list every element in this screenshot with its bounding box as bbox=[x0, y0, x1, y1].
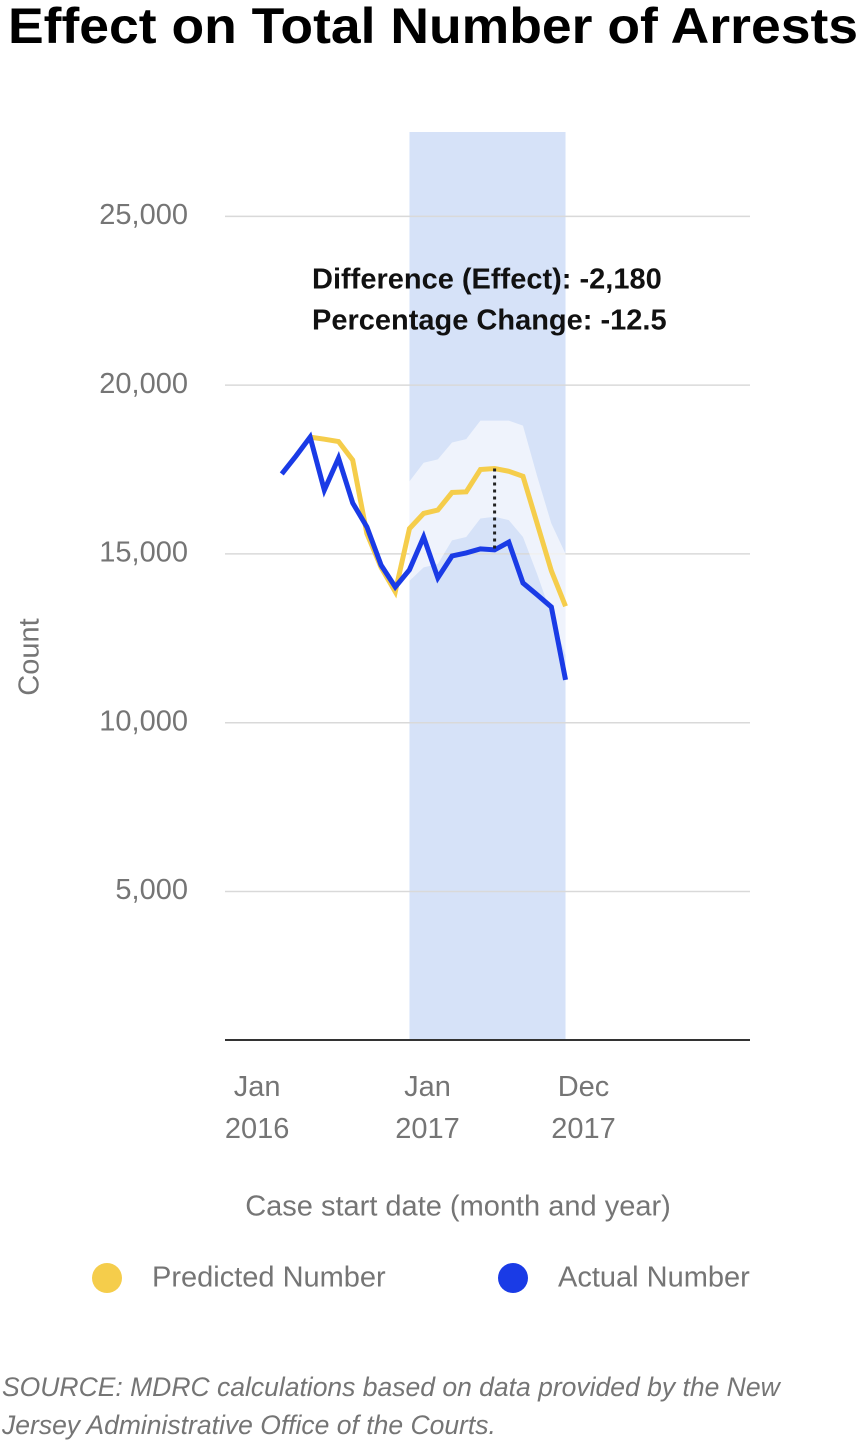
legend-label: Actual Number bbox=[558, 1262, 750, 1294]
x-tick-label: Dec 2017 bbox=[551, 1071, 616, 1145]
y-tick-label: 20,000 bbox=[99, 368, 188, 400]
x-tick-label: Jan 2016 bbox=[224, 1071, 290, 1145]
annotation-text: Percentage Change: -12.5 bbox=[312, 305, 667, 337]
source-note: SOURCE: MDRC calculations based on data … bbox=[2, 1372, 780, 1440]
x-tick-label: Jan 2017 bbox=[395, 1071, 460, 1145]
y-tick-label: 25,000 bbox=[99, 199, 188, 231]
y-axis-title: Count bbox=[14, 618, 46, 695]
confidence-band bbox=[409, 420, 566, 656]
y-tick-label: 15,000 bbox=[99, 537, 188, 569]
legend-swatch bbox=[498, 1263, 528, 1293]
data-line bbox=[279, 431, 568, 681]
highlight-region bbox=[409, 132, 566, 1040]
chart-title: Effect on Total Number of Arrests bbox=[8, 0, 858, 54]
x-axis-title: Case start date (month and year) bbox=[245, 1191, 671, 1223]
annotation-text: Difference (Effect): -2,180 bbox=[312, 264, 662, 296]
y-tick-label: 10,000 bbox=[99, 705, 188, 737]
y-tick-label: 5,000 bbox=[115, 874, 188, 906]
legend-swatch bbox=[92, 1263, 122, 1293]
data-line bbox=[309, 434, 568, 608]
legend-label: Predicted Number bbox=[152, 1262, 386, 1294]
